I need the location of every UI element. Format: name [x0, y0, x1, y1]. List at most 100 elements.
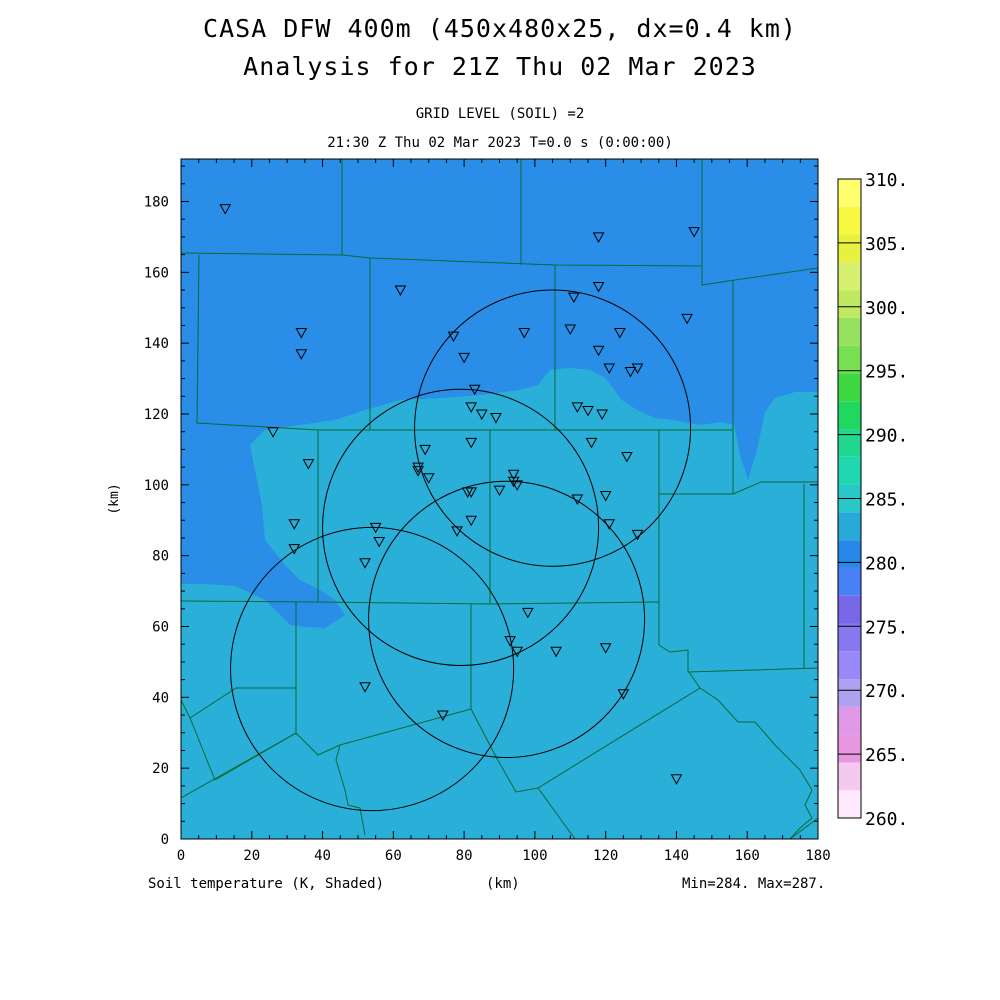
- station-marker: [465, 437, 478, 449]
- colorbar-swatch: [838, 317, 861, 346]
- colorbar-swatch: [838, 512, 861, 541]
- station-marker: [295, 349, 308, 360]
- x-tick-label: 100: [522, 848, 547, 864]
- x-tick-label: 180: [805, 848, 830, 864]
- station-marker: [437, 710, 449, 722]
- x-tick-label: 0: [177, 848, 185, 864]
- colorbar-swatch: [838, 623, 861, 652]
- station-marker: [621, 452, 633, 463]
- station-marker: [518, 328, 531, 339]
- station-marker: [571, 402, 584, 413]
- station-marker: [624, 367, 637, 378]
- colorbar-label: 305.: [865, 234, 908, 255]
- y-tick-label: 140: [144, 336, 169, 352]
- station-marker: [550, 646, 562, 658]
- y-tick-label: 0: [161, 832, 169, 848]
- station-marker: [596, 409, 608, 421]
- colorbar-swatch: [838, 456, 861, 485]
- station-marker: [582, 405, 594, 417]
- station-marker: [507, 476, 520, 488]
- colorbar-label: 280.: [865, 553, 908, 574]
- colorbar-label: 285.: [865, 490, 908, 511]
- colorbar-legend: 260. 265. 270. 275. 280. 285. 290. 295. 300. 305.…: [837, 170, 908, 830]
- colorbar-label: 275.: [865, 617, 908, 638]
- field-label: Soil temperature (K, Shaded): [148, 876, 385, 892]
- x-axis: 0 20 40 60 80 100 120 140 160 180: [177, 159, 831, 864]
- station-marker: [490, 413, 502, 424]
- grid-level-label: GRID LEVEL (SOIL) =2: [415, 106, 585, 122]
- station-marker: [603, 363, 616, 374]
- colorbar-label: 290.: [865, 426, 908, 447]
- station-marker: [511, 646, 524, 658]
- colorbar-swatch: [838, 290, 861, 318]
- station-marker: [592, 345, 605, 357]
- station-marker: [585, 437, 598, 449]
- colorbar-label: 295.: [865, 362, 908, 383]
- station-marker: [631, 529, 644, 541]
- colorbar-swatch: [838, 567, 861, 596]
- station-marker: [592, 232, 605, 243]
- county-boundaries: [181, 159, 818, 839]
- colorbar-swatch: [838, 734, 861, 763]
- station-marker: [465, 487, 478, 498]
- station-marker: [475, 409, 488, 421]
- map-title: CASA DFW 400m (450x480x25, dx=0.4 km): [203, 14, 797, 43]
- station-marker: [288, 544, 301, 555]
- colorbar-label: 270.: [865, 681, 908, 702]
- station-marker: [617, 689, 630, 700]
- colorbar-swatch: [838, 234, 861, 263]
- station-marker: [603, 519, 616, 530]
- colorbar-swatch: [838, 651, 861, 680]
- colorbar-swatch: [838, 345, 861, 374]
- station-marker: [412, 462, 424, 474]
- station-marker: [670, 774, 683, 785]
- map-analysis-time: Analysis for 21Z Thu 02 Mar 2023: [243, 52, 757, 81]
- colorbar-swatch: [838, 179, 861, 207]
- station-marker: [394, 285, 407, 297]
- station-marker: [507, 469, 520, 481]
- station-marker: [468, 384, 481, 396]
- station-marker: [369, 522, 382, 534]
- station-marker: [419, 444, 432, 456]
- station-marker: [412, 466, 424, 477]
- station-marker: [511, 480, 524, 491]
- station-marker: [592, 282, 605, 293]
- x-tick-label: 140: [664, 848, 689, 864]
- y-tick-label: 120: [144, 407, 169, 423]
- station-markers: [219, 204, 700, 785]
- station-marker: [451, 526, 463, 537]
- colorbar-swatch: [838, 262, 861, 291]
- station-marker: [564, 324, 577, 336]
- min-max-label: Min=284. Max=287.: [682, 876, 826, 892]
- radar-ring-3: [368, 480, 646, 759]
- y-tick-label: 60: [152, 620, 169, 636]
- valid-time-label: 21:30 Z Thu 02 Mar 2023 T=0.0 s (0:00:00…: [327, 135, 673, 151]
- colorbar-label: 310.: [865, 170, 908, 191]
- radar-ring-1: [414, 289, 692, 567]
- station-marker: [359, 682, 371, 693]
- station-marker: [295, 328, 308, 339]
- colorbar-label: 300.: [865, 298, 908, 319]
- station-marker: [493, 485, 506, 497]
- station-marker: [571, 494, 584, 506]
- station-marker: [631, 363, 644, 374]
- station-marker: [373, 537, 386, 548]
- station-marker: [288, 519, 301, 530]
- x-tick-label: 120: [593, 848, 618, 864]
- station-marker: [447, 331, 460, 343]
- x-tick-label: 60: [385, 848, 402, 864]
- colorbar-swatch: [838, 401, 861, 430]
- station-marker: [465, 515, 478, 527]
- y-axis-label: (km): [107, 483, 122, 514]
- colorbar-swatch: [838, 790, 861, 818]
- colorbar-swatch: [838, 595, 861, 624]
- y-tick-label: 100: [144, 478, 169, 494]
- y-tick-label: 40: [152, 690, 169, 706]
- colorbar-swatch: [838, 706, 861, 735]
- y-tick-label: 80: [152, 549, 169, 565]
- y-tick-label: 180: [144, 195, 169, 211]
- y-tick-label: 160: [144, 265, 169, 281]
- station-marker: [599, 490, 612, 502]
- radar-coverage-rings: [230, 289, 692, 812]
